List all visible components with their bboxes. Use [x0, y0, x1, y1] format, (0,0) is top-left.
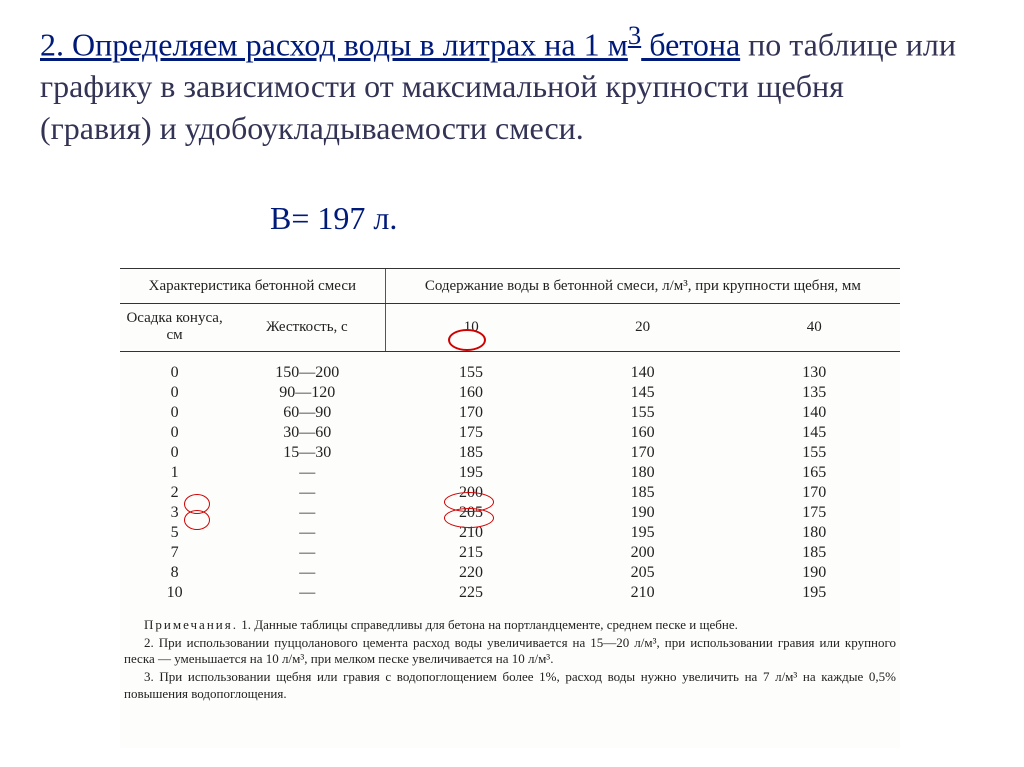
table-row: 2—200185170 — [120, 483, 900, 503]
table-cell: 1 — [120, 463, 229, 483]
table-cell: 8 — [120, 563, 229, 583]
table-cell: 185 — [728, 543, 900, 563]
table-cell: 210 — [385, 523, 557, 543]
table-cell: 195 — [385, 463, 557, 483]
note-3: 3. При использовании щебня или гравия с … — [124, 669, 896, 702]
table-cell: 0 — [120, 383, 229, 403]
table-body: 0150—200155140130090—120160145135060—901… — [120, 351, 900, 603]
table-cell: 190 — [557, 503, 729, 523]
table-cell: 185 — [557, 483, 729, 503]
table-cell: 190 — [728, 563, 900, 583]
table-cell: 205 — [557, 563, 729, 583]
table-row: 0150—200155140130 — [120, 351, 900, 383]
notes-lead: Примечания. — [144, 617, 238, 632]
heading-sup: 3 — [628, 20, 641, 50]
table-cell: 135 — [728, 383, 900, 403]
table-cell: 130 — [728, 351, 900, 383]
table-row: 030—60175160145 — [120, 423, 900, 443]
result-value: В= 197 л. — [270, 200, 397, 237]
table-cell: 155 — [385, 351, 557, 383]
table-cell: 200 — [557, 543, 729, 563]
table-cell: 160 — [385, 383, 557, 403]
table-cell: 200 — [385, 483, 557, 503]
table-cell: 140 — [557, 351, 729, 383]
table-cell: — — [229, 543, 385, 563]
table-cell: 170 — [557, 443, 729, 463]
table-cell: 185 — [385, 443, 557, 463]
table-cell: 140 — [728, 403, 900, 423]
table-cell: 145 — [728, 423, 900, 443]
heading-underlined-1: 2. Определяем расход воды в литрах на 1 … — [40, 27, 628, 63]
table-cell: 220 — [385, 563, 557, 583]
table-cell: 3 — [120, 503, 229, 523]
table-cell: 155 — [557, 403, 729, 423]
slide-heading: 2. Определяем расход воды в литрах на 1 … — [40, 18, 960, 149]
table-row: 090—120160145135 — [120, 383, 900, 403]
table-cell: 225 — [385, 583, 557, 603]
table-cell: 175 — [385, 423, 557, 443]
table-cell: 195 — [728, 583, 900, 603]
table-cell: 2 — [120, 483, 229, 503]
table-cell: 170 — [385, 403, 557, 423]
table-cell: 90—120 — [229, 383, 385, 403]
table-cell: 170 — [728, 483, 900, 503]
table-cell: 0 — [120, 403, 229, 423]
table-cell: 5 — [120, 523, 229, 543]
heading-underlined-2: бетона — [641, 27, 740, 63]
table-cell: — — [229, 483, 385, 503]
table-notes: Примечания. 1. Данные таблицы справедлив… — [120, 617, 900, 702]
col-header-20: 20 — [557, 304, 729, 352]
table-cell: 10 — [120, 583, 229, 603]
table-cell: 0 — [120, 443, 229, 463]
table-cell: — — [229, 523, 385, 543]
table-cell: — — [229, 583, 385, 603]
table-row: 7—215200185 — [120, 543, 900, 563]
table-cell: 180 — [728, 523, 900, 543]
table-cell: 165 — [728, 463, 900, 483]
table-cell: 210 — [557, 583, 729, 603]
table-group-header-right: Содержание воды в бетонной смеси, л/м³, … — [385, 269, 900, 304]
table-cell: 145 — [557, 383, 729, 403]
scanned-table-block: Характеристика бетонной смеси Содержание… — [120, 268, 900, 748]
table-cell: 195 — [557, 523, 729, 543]
table-row: 015—30185170155 — [120, 443, 900, 463]
table-cell: 0 — [120, 351, 229, 383]
table-cell: 175 — [728, 503, 900, 523]
table-cell: — — [229, 463, 385, 483]
col-header-osadka: Осадка конуса, см — [120, 304, 229, 352]
table-row: 5—210195180 — [120, 523, 900, 543]
table-cell: — — [229, 563, 385, 583]
table-cell: 60—90 — [229, 403, 385, 423]
col-header-zhestkost: Жесткость, с — [229, 304, 385, 352]
col-header-10: 10 — [385, 304, 557, 352]
table-cell: 160 — [557, 423, 729, 443]
table-cell: 0 — [120, 423, 229, 443]
note-2: 2. При использовании пуццоланового цемен… — [124, 635, 896, 668]
table-cell: — — [229, 503, 385, 523]
note-1: 1. Данные таблицы справедливы для бетона… — [241, 617, 738, 632]
table-group-header-left: Характеристика бетонной смеси — [120, 269, 385, 304]
table-cell: 30—60 — [229, 423, 385, 443]
table-cell: 155 — [728, 443, 900, 463]
table-cell: 215 — [385, 543, 557, 563]
col-header-40: 40 — [728, 304, 900, 352]
table-cell: 7 — [120, 543, 229, 563]
table-cell: 180 — [557, 463, 729, 483]
water-content-table: Характеристика бетонной смеси Содержание… — [120, 268, 900, 603]
table-row: 8—220205190 — [120, 563, 900, 583]
table-row: 1—195180165 — [120, 463, 900, 483]
table-row: 3—205190175 — [120, 503, 900, 523]
table-row: 060—90170155140 — [120, 403, 900, 423]
table-cell: 15—30 — [229, 443, 385, 463]
table-cell: 205 — [385, 503, 557, 523]
table-row: 10—225210195 — [120, 583, 900, 603]
table-cell: 150—200 — [229, 351, 385, 383]
